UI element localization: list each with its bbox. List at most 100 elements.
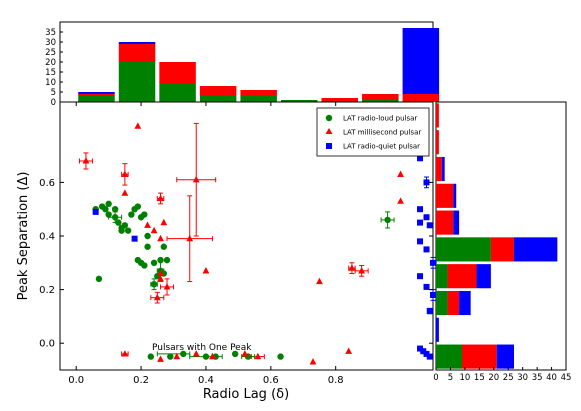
- radio-quiet-point: [426, 353, 433, 360]
- right-bar-millisecond: [490, 237, 514, 262]
- right-x-tick-label: 40: [546, 373, 557, 383]
- top-bar-millisecond: [240, 90, 277, 96]
- right-bar-radio-quiet: [496, 344, 514, 369]
- millisecond-point: [157, 269, 164, 277]
- right-bar-millisecond: [436, 183, 454, 208]
- top-bar-millisecond: [362, 94, 399, 100]
- right-histogram-xticks: 0 5 10 15 20 25 30 35 40 45: [433, 367, 571, 383]
- right-bar-radio-quiet: [436, 317, 439, 342]
- millisecond-point: [254, 352, 262, 360]
- millisecond-point: [397, 170, 404, 177]
- radio-loud-point: [144, 232, 151, 240]
- top-y-tick-label: 25: [45, 48, 56, 58]
- radio-quiet-point: [417, 155, 424, 162]
- millisecond-point: [192, 350, 200, 357]
- top-bar-radio-loud: [362, 100, 399, 102]
- millisecond-point: [157, 194, 164, 202]
- radio-loud-point: [141, 262, 148, 269]
- radio-loud-point: [157, 256, 164, 264]
- right-bar-millisecond: [436, 103, 439, 128]
- right-bar-radio-quiet: [441, 156, 445, 182]
- radio-quiet-point: [430, 259, 436, 266]
- legend-box: [316, 107, 430, 157]
- scatter-xticks: 0.0 0.2 0.4 0.6 0.8: [68, 102, 344, 386]
- right-bar-radio-loud: [436, 237, 491, 262]
- y-tick-label: 0.2: [39, 285, 55, 296]
- millisecond-point: [157, 355, 164, 362]
- radio-loud-point: [141, 211, 148, 218]
- legend: LAT radio-loud pulsar LAT millisecond pu…: [316, 107, 430, 157]
- millisecond-point: [163, 283, 171, 290]
- x-tick-label: 0.6: [263, 375, 279, 386]
- right-x-tick-label: 0: [433, 373, 438, 383]
- right-bar-radio-quiet: [453, 210, 460, 235]
- right-x-tick-label: 15: [474, 373, 485, 383]
- millisecond-point: [192, 175, 200, 183]
- right-x-tick-label: 30: [517, 373, 528, 383]
- radio-quiet-point: [423, 214, 430, 221]
- millisecond-point: [345, 347, 353, 354]
- radio-quiet-point: [423, 350, 430, 357]
- right-bar-millisecond: [447, 290, 460, 316]
- top-bar-millisecond: [118, 44, 156, 62]
- top-y-tick-label: 20: [45, 58, 56, 68]
- top-y-tick-label: 35: [45, 28, 56, 38]
- radio-loud-point: [121, 222, 129, 229]
- radio-loud-point: [95, 275, 103, 283]
- legend-label-radio-loud: LAT radio-loud pulsar: [343, 115, 417, 123]
- radio-loud-point: [105, 211, 112, 218]
- top-bar-radio-loud: [159, 84, 196, 102]
- radio-loud-point: [105, 200, 112, 208]
- legend-marker-radio-quiet: [326, 143, 332, 149]
- radio-loud-point: [160, 243, 167, 250]
- radio-loud-point: [128, 211, 135, 218]
- right-bar-radio-quiet: [476, 264, 491, 289]
- right-bar-radio-loud: [436, 290, 448, 316]
- radio-loud-point: [231, 350, 239, 358]
- right-bar-radio-loud: [436, 344, 462, 369]
- millisecond-point: [153, 293, 161, 301]
- legend-label-millisecond: LAT millisecond pulsar: [343, 129, 421, 137]
- millisecond-point: [157, 234, 164, 242]
- radio-quiet-point: [131, 235, 138, 242]
- radio-quiet-point: [426, 222, 433, 229]
- radio-quiet-point: [417, 273, 424, 280]
- x-tick-label: 0.2: [133, 375, 149, 386]
- legend-marker-radio-loud: [325, 114, 333, 122]
- radio-quiet-point: [423, 179, 430, 186]
- top-bar-radio-loud: [118, 62, 156, 102]
- radio-loud-point: [115, 219, 122, 226]
- right-x-tick-label: 35: [532, 373, 543, 383]
- scatter-yticks: 0.0 0.2 0.4 0.6: [39, 178, 433, 350]
- top-y-tick-label: 15: [45, 68, 56, 78]
- radio-loud-point: [134, 203, 142, 210]
- right-bar-radio-quiet: [453, 183, 457, 208]
- radio-quiet-point: [417, 219, 424, 226]
- millisecond-point: [173, 352, 181, 360]
- millisecond-point: [209, 352, 216, 360]
- top-histogram-bars: [78, 28, 440, 102]
- right-x-tick-label: 20: [488, 373, 499, 383]
- top-bar-millisecond: [402, 94, 440, 102]
- y-tick-label: 0.6: [39, 178, 55, 189]
- top-y-tick-label: 30: [45, 38, 56, 48]
- radio-loud-point: [111, 214, 119, 221]
- millisecond-point: [82, 157, 90, 164]
- right-x-tick-label: 25: [503, 373, 514, 383]
- y-axis-label: Peak Separation (Δ): [16, 172, 31, 301]
- x-tick-label: 0.0: [68, 375, 84, 386]
- top-bar-millisecond: [78, 94, 115, 96]
- millisecond-point: [358, 267, 366, 274]
- right-bar-millisecond: [436, 156, 442, 182]
- radio-loud-point: [384, 216, 391, 224]
- millisecond-point: [144, 221, 151, 228]
- radio-loud-point: [150, 281, 158, 288]
- millisecond-point: [309, 358, 317, 365]
- millisecond-point: [241, 350, 249, 357]
- radio-quiet-point: [417, 238, 424, 245]
- right-histogram-bars: [436, 103, 558, 369]
- radio-loud-point: [163, 256, 171, 264]
- millisecond-point: [121, 189, 129, 196]
